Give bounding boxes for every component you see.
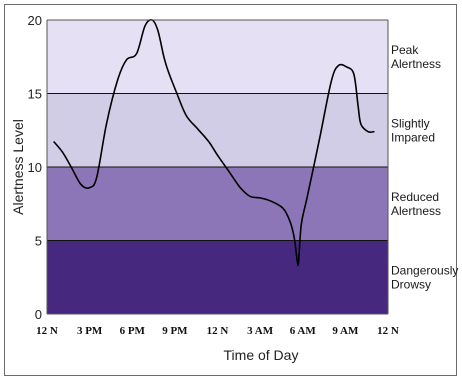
zone-divider-lines bbox=[47, 93, 388, 241]
y-tick-label: 15 bbox=[28, 87, 42, 102]
x-tick-labels: 12 N 3 PM 6 PM 9 PM 12 N 3 AM 6 AM 9 AM 12 N bbox=[36, 325, 399, 337]
x-tick-label: 6 AM bbox=[290, 325, 317, 337]
zone-band-0 bbox=[47, 20, 388, 94]
x-tick-label: 9 PM bbox=[162, 325, 188, 337]
x-tick-label: 12 N bbox=[207, 325, 229, 337]
y-axis-label: Alertness Level bbox=[10, 119, 26, 215]
zone-label-3: Dangerously Drowsy bbox=[391, 263, 458, 291]
y-tick-label: 5 bbox=[35, 234, 42, 249]
x-tick-label: 3 PM bbox=[77, 325, 103, 337]
y-tick-label: 0 bbox=[35, 307, 42, 322]
x-tick-label: 3 AM bbox=[247, 325, 274, 337]
zone-band-3 bbox=[47, 240, 388, 314]
x-axis-label: Time of Day bbox=[224, 347, 299, 363]
zones-layer bbox=[47, 20, 388, 314]
zone-label-1: Slightly Impared bbox=[391, 116, 435, 144]
x-tick-label: 12 N bbox=[377, 325, 399, 337]
zone-labels: Peak Alertness Slightly Impared Reduced Alert… bbox=[391, 43, 458, 292]
zone-label-0: Peak Alertness bbox=[391, 43, 441, 71]
x-tick-label: 6 PM bbox=[120, 325, 146, 337]
x-tick-label: 9 AM bbox=[332, 325, 359, 337]
x-tick-label: 12 N bbox=[36, 325, 58, 337]
y-tick-label: 20 bbox=[28, 13, 42, 28]
alertness-series-line bbox=[53, 19, 375, 267]
zone-band-2 bbox=[47, 167, 388, 241]
y-tick-label: 10 bbox=[28, 160, 42, 175]
y-tick-labels: 0 5 10 15 20 bbox=[28, 13, 42, 322]
zone-label-2: Reduced Alertness bbox=[391, 190, 441, 218]
